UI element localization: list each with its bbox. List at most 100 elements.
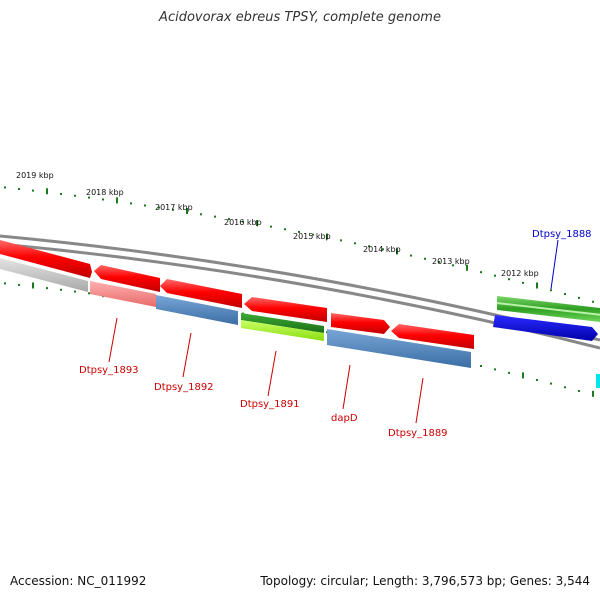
genome-title: Acidovorax ebreus TPSY, complete genome	[159, 10, 441, 25]
kbp-label-2015: 2015 kbp	[293, 232, 331, 241]
gene-rev-lime-box[interactable]	[241, 320, 324, 341]
ruler-minor-tick	[172, 208, 174, 211]
ruler-minor-tick	[270, 225, 272, 228]
ruler-minor-tick	[60, 192, 62, 195]
ruler-minor-tick	[410, 254, 412, 257]
ruler-minor-tick	[228, 218, 230, 221]
ruler-minor-tick	[536, 378, 538, 381]
ruler-minor-tick	[494, 274, 496, 277]
offscreen-cyan-gene[interactable]	[596, 374, 600, 388]
ruler-minor-tick	[494, 368, 496, 371]
ruler-major-tick	[46, 188, 48, 195]
ruler-minor-tick	[550, 382, 552, 385]
ruler-major-tick	[396, 248, 398, 255]
gene-fwd-arrow-3[interactable]	[160, 279, 242, 308]
ruler-major-tick	[466, 264, 468, 271]
ruler-minor-tick	[74, 194, 76, 197]
kbp-label-2019: 2019 kbp	[16, 171, 54, 180]
ruler-minor-tick	[130, 202, 132, 205]
ruler-minor-tick	[578, 296, 580, 299]
gene-rev-blue-1888[interactable]	[493, 315, 598, 341]
ruler-minor-tick	[158, 206, 160, 209]
leader-dtpsy-1892	[182, 332, 192, 378]
ruler-minor-tick	[88, 292, 90, 295]
gene-label-dtpsy-1892[interactable]: Dtpsy_1892	[154, 382, 214, 393]
leader-dtpsy-1893	[108, 317, 118, 363]
ruler-minor-tick	[18, 283, 20, 286]
accession-text: Accession: NC_011992	[10, 574, 147, 588]
kbp-label-2012: 2012 kbp	[501, 269, 539, 278]
gene-label-dapd[interactable]: dapD	[331, 413, 358, 424]
ruler-minor-tick	[438, 261, 440, 264]
leader-dtpsy-1889	[415, 377, 424, 424]
gene-label-dtpsy-1893[interactable]: Dtpsy_1893	[79, 365, 139, 376]
leader-dtpsy-1888	[550, 239, 559, 290]
leader-dapd	[342, 364, 351, 410]
ruler-minor-tick	[508, 278, 510, 281]
ruler-minor-tick	[564, 386, 566, 389]
ruler-major-tick	[522, 372, 524, 379]
ruler-minor-tick	[4, 282, 6, 285]
ruler-minor-tick	[382, 248, 384, 251]
gene-rev-steel-box-1[interactable]	[156, 295, 238, 325]
ruler-major-tick	[116, 197, 118, 204]
ruler-minor-tick	[312, 233, 314, 236]
gene-fwd-arrow-5[interactable]	[331, 313, 390, 334]
ruler-upper-ticks	[4, 186, 594, 303]
ruler-minor-tick	[354, 242, 356, 245]
gene-rev-gray-box[interactable]	[0, 258, 88, 292]
ruler-minor-tick	[480, 364, 482, 367]
gene-fwd-arrow-6[interactable]	[391, 324, 474, 349]
ruler-minor-tick	[46, 287, 48, 290]
ruler-major-tick	[256, 220, 258, 227]
ruler-minor-tick	[60, 288, 62, 291]
gene-fwd-arrow-4[interactable]	[244, 297, 327, 322]
ruler-minor-tick	[508, 371, 510, 374]
ruler-minor-tick	[424, 257, 426, 260]
ruler-minor-tick	[200, 213, 202, 216]
gene-rev-pink-box[interactable]	[90, 281, 156, 307]
gene-label-dtpsy-1888[interactable]: Dtpsy_1888	[532, 229, 592, 240]
ruler-major-tick	[536, 282, 538, 289]
kbp-label-2016: 2016 kbp	[224, 218, 262, 227]
ruler-minor-tick	[340, 239, 342, 242]
kbp-label-2013: 2013 kbp	[432, 257, 470, 266]
ruler-minor-tick	[32, 189, 34, 192]
gene-rev-steel-box-2[interactable]	[327, 329, 471, 368]
ruler-minor-tick	[88, 196, 90, 199]
kbp-label-2018: 2018 kbp	[86, 188, 124, 197]
ruler-minor-tick	[284, 228, 286, 231]
ruler-minor-tick	[298, 230, 300, 233]
genome-summary-text: Topology: circular; Length: 3,796,573 bp…	[260, 574, 590, 588]
ruler-minor-tick	[144, 204, 146, 207]
kbp-label-2017: 2017 kbp	[155, 203, 193, 212]
gene-fwd-arrow-2[interactable]	[94, 265, 160, 292]
ruler-minor-tick	[592, 300, 594, 303]
ruler-major-tick	[326, 233, 328, 240]
ruler-minor-tick	[522, 281, 524, 284]
ruler-minor-tick	[18, 187, 20, 190]
gene-fwd-green-highlight	[497, 302, 600, 316]
ruler-minor-tick	[242, 220, 244, 223]
gene-label-dtpsy-1891[interactable]: Dtpsy_1891	[240, 399, 300, 410]
gene-fwd-arrow-1[interactable]	[0, 240, 92, 278]
ruler-minor-tick	[564, 293, 566, 296]
gene-rev-green-box[interactable]	[241, 313, 324, 333]
ruler-major-tick	[592, 390, 594, 397]
gene-label-dtpsy-1889[interactable]: Dtpsy_1889	[388, 428, 448, 439]
ruler-minor-tick	[74, 290, 76, 293]
ruler-minor-tick	[4, 186, 6, 189]
ruler-minor-tick	[480, 271, 482, 274]
kbp-label-2014: 2014 kbp	[363, 245, 401, 254]
leader-dtpsy-1891	[267, 350, 277, 397]
ruler-minor-tick	[550, 289, 552, 292]
ruler-minor-tick	[452, 264, 454, 267]
ruler-minor-tick	[368, 245, 370, 248]
ruler-minor-tick	[578, 390, 580, 393]
ruler-major-tick	[32, 282, 34, 289]
ruler-major-tick	[186, 208, 188, 215]
ruler-minor-tick	[214, 215, 216, 218]
ruler-minor-tick	[102, 198, 104, 201]
